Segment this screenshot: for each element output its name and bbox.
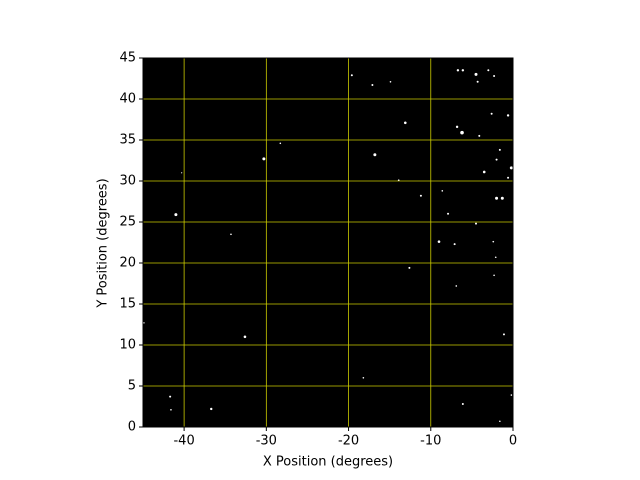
- star: [455, 125, 459, 129]
- star: [509, 166, 513, 170]
- star: [492, 240, 495, 243]
- star: [447, 212, 450, 215]
- star: [441, 190, 444, 192]
- star: [494, 256, 497, 259]
- y-tick-label: 35: [119, 133, 136, 148]
- star: [493, 75, 496, 78]
- star: [502, 333, 505, 336]
- star: [455, 285, 458, 287]
- star: [419, 194, 422, 197]
- star: [510, 394, 513, 396]
- star: [243, 335, 247, 339]
- star: [475, 222, 477, 225]
- star: [507, 176, 510, 179]
- star: [453, 243, 456, 246]
- star: [373, 153, 377, 157]
- x-tick-label: -20: [338, 434, 359, 449]
- star: [389, 80, 392, 83]
- star: [456, 69, 460, 72]
- x-axis-label: X Position (degrees): [263, 455, 393, 470]
- star: [262, 157, 266, 161]
- star: [170, 408, 172, 411]
- star: [474, 72, 478, 76]
- star: [476, 80, 479, 83]
- star: [408, 266, 411, 269]
- y-tick-label: 40: [119, 92, 136, 107]
- star: [506, 114, 510, 117]
- star: [174, 213, 178, 217]
- star: [500, 196, 504, 200]
- y-tick-label: 0: [128, 420, 136, 435]
- plot-frame: [142, 57, 514, 428]
- star: [499, 420, 501, 423]
- star: [169, 395, 172, 398]
- y-tick-label: 20: [119, 256, 136, 271]
- star: [490, 112, 493, 115]
- star: [460, 130, 464, 135]
- star: [493, 274, 495, 277]
- star: [210, 407, 213, 411]
- star: [495, 196, 499, 200]
- y-tick-label: 30: [119, 174, 136, 189]
- star: [403, 121, 407, 125]
- y-tick-label: 25: [119, 215, 136, 230]
- y-tick-label: 5: [128, 379, 136, 394]
- star: [478, 134, 481, 137]
- x-tick-label: -40: [173, 434, 194, 449]
- y-tick-label: 45: [119, 51, 136, 66]
- x-tick-label: -30: [256, 434, 277, 449]
- star: [495, 158, 498, 161]
- star: [230, 233, 232, 236]
- star: [461, 403, 464, 406]
- star: [362, 377, 365, 379]
- y-axis-label: Y Position (degrees): [96, 178, 111, 308]
- plot-background: [143, 58, 513, 427]
- y-tick-label: 10: [119, 338, 136, 353]
- x-tick-label: 0: [509, 434, 517, 449]
- star: [482, 170, 486, 174]
- x-tick-label: -10: [420, 434, 441, 449]
- star: [461, 69, 465, 72]
- star: [437, 240, 441, 243]
- y-tick-label: 15: [119, 297, 136, 312]
- star: [350, 74, 353, 77]
- star: [397, 179, 400, 181]
- star: [371, 84, 374, 87]
- star: [181, 172, 183, 174]
- star: [279, 142, 282, 145]
- star: [487, 69, 490, 72]
- star: [498, 148, 501, 151]
